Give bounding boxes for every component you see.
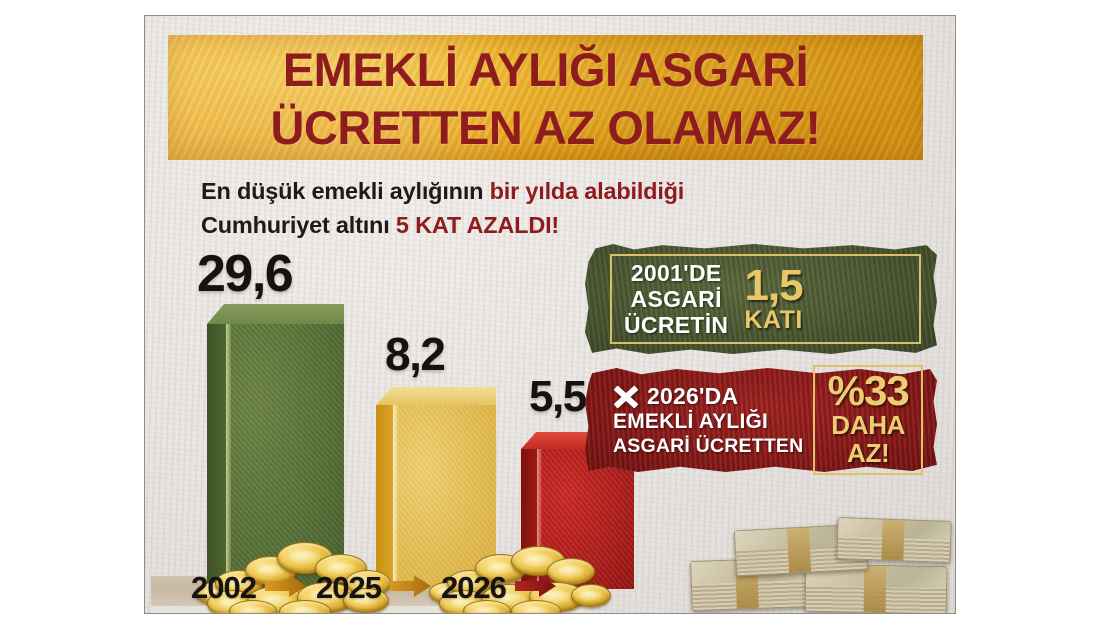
banknote-band <box>881 519 905 561</box>
axis-label-2002: 2002 <box>191 570 257 605</box>
green-panel-text: 2001'DE ASGARİ ÜCRETİN <box>612 260 728 338</box>
bar-2025-edge-highlight <box>393 405 398 589</box>
coin-pile-left <box>193 530 398 613</box>
bar-value-2025: 8,2 <box>385 328 446 380</box>
subtitle: En düşük emekli aylığının bir yılda alab… <box>201 174 901 242</box>
subtitle-line-1: En düşük emekli aylığının bir yılda alab… <box>201 174 901 208</box>
arrow-right-gold-icon-2 <box>389 574 432 603</box>
subtitle-line2-red: 5 KAT AZALDI! <box>395 212 560 238</box>
title-banner: EMEKLİ AYLIĞI ASGARİ ÜCRETTEN AZ OLAMAZ! <box>168 35 923 160</box>
red-panel-line1-row: 2026'DA <box>613 383 803 409</box>
red-brush-background <box>585 368 937 472</box>
subtitle-line2-dark: Cumhuriyet altını <box>201 212 396 238</box>
bar-2026-edge-highlight <box>537 449 542 589</box>
red-panel-line3: ASGARİ ÜCRETTEN <box>613 434 804 457</box>
banknote-band <box>786 527 812 573</box>
stat-panel-red: 2026'DA EMEKLİ AYLIĞI ASGARİ ÜCRETTEN %3… <box>585 365 937 475</box>
subtitle-line1-dark: En düşük emekli aylığının <box>201 178 490 204</box>
page-title-line1: EMEKLİ AYLIĞI ASGARİ <box>282 43 809 96</box>
bar-value-2026: 5,5 <box>529 372 587 421</box>
banknote-stack <box>836 517 952 563</box>
axis-timeline: 2002 2025 2026 <box>191 568 611 608</box>
subtitle-line1-red: bir yılda alabildiği <box>489 178 685 204</box>
axis-label-2025: 2025 <box>315 570 382 605</box>
green-panel-unit: KATI <box>744 305 803 334</box>
green-panel-value: 1,5 <box>744 260 803 310</box>
green-panel-line3: ÜCRETİN <box>624 312 729 338</box>
banknote-stacks <box>687 501 955 613</box>
subtitle-line-2: Cumhuriyet altını 5 KAT AZALDI! <box>201 208 901 242</box>
green-brush-background <box>585 244 937 354</box>
bar-2002-edge-highlight <box>226 324 231 589</box>
red-panel-stat-box: %33 DAHA AZ! <box>813 365 923 475</box>
red-panel-value: %33 <box>827 367 910 414</box>
x-mark-icon <box>613 383 639 409</box>
red-panel-unit: DAHA AZ! <box>831 410 906 468</box>
red-panel-content: 2026'DA EMEKLİ AYLIĞI ASGARİ ÜCRETTEN %3… <box>607 365 923 475</box>
bar-value-2002: 29,6 <box>197 245 294 303</box>
coin-pile-right <box>429 532 611 613</box>
green-panel-line2: ASGARİ <box>630 286 722 312</box>
bar-2025-side <box>376 405 393 589</box>
bar-2025-top <box>376 387 496 405</box>
banknote-band <box>863 565 887 613</box>
arrow-right-red-icon <box>514 574 557 603</box>
red-panel-line2: EMEKLİ AYLIĞI <box>613 409 769 433</box>
coin <box>571 584 611 607</box>
green-panel-stat: 1,5 KATI <box>744 260 803 334</box>
bar-2002-side <box>207 324 226 589</box>
arrow-right-gold-icon <box>264 574 307 603</box>
bar-chart: 29,6 8,2 5,5 <box>151 244 634 613</box>
green-panel-border: 2001'DE ASGARİ ÜCRETİN 1,5 KATI <box>610 254 921 344</box>
bar-2002-top <box>207 304 344 324</box>
stat-panel-green: 2001'DE ASGARİ ÜCRETİN 1,5 KATI <box>585 244 937 354</box>
page-title-line2: ÜCRETTEN AZ OLAMAZ! <box>270 101 821 154</box>
bar-2025 <box>376 387 496 589</box>
axis-label-2026: 2026 <box>440 570 507 605</box>
infographic-poster: EMEKLİ AYLIĞI ASGARİ ÜCRETTEN AZ OLAMAZ!… <box>145 16 955 613</box>
red-panel-text: 2026'DA EMEKLİ AYLIĞI ASGARİ ÜCRETTEN <box>607 383 803 458</box>
coin <box>343 588 389 613</box>
red-panel-line1: 2026'DA <box>647 382 739 409</box>
green-panel-line1: 2001'DE <box>630 260 722 286</box>
